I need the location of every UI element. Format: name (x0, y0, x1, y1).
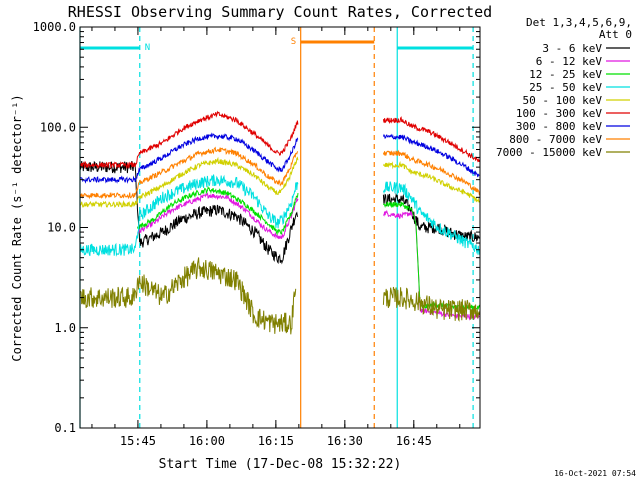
x-tick-label-4: 16:45 (396, 434, 432, 448)
y-tick-label-4: 1000.0 (33, 20, 76, 34)
series-line-5-seg2 (382, 116, 480, 163)
x-tick-label-2: 16:15 (258, 434, 294, 448)
chart-marks: NS (79, 27, 480, 428)
legend-label-6: 300 - 800 keV (516, 120, 602, 133)
y-tick-label-2: 10.0 (47, 221, 76, 235)
series-line-4-seg2 (382, 160, 480, 203)
x-axis-label: Start Time (17-Dec-08 15:32:22) (159, 457, 402, 472)
series-line-3-seg1 (79, 174, 299, 257)
series-line-2-seg1 (137, 185, 299, 236)
series-line-7-seg2 (382, 149, 480, 196)
x-tick-label-1: 16:00 (189, 434, 225, 448)
legend-label-1: 6 - 12 keV (536, 55, 603, 68)
series-line-7-seg1 (79, 146, 299, 200)
legend-header-line-0: Det 1,3,4,5,6,9, (526, 16, 632, 29)
marker-label-S: S (291, 37, 296, 47)
legend-label-7: 800 - 7000 keV (509, 133, 602, 146)
series-line-6-seg2 (382, 133, 480, 178)
series-line-3-seg2 (382, 181, 480, 256)
generation-timestamp: 16-Oct-2021 07:54 (554, 469, 636, 478)
chart-title: RHESSI Observing Summary Count Rates, Co… (68, 3, 492, 21)
series-line-8-seg2 (382, 286, 480, 322)
legend-label-2: 12 - 25 keV (529, 68, 602, 81)
y-tick-label-0: 0.1 (54, 421, 76, 435)
legend-header: Det 1,3,4,5,6,9,Att 0 (526, 16, 632, 41)
marker-label-N: N (145, 43, 150, 53)
legend-label-5: 100 - 300 keV (516, 107, 602, 120)
series-line-4-seg1 (79, 156, 299, 208)
legend-label-3: 25 - 50 keV (529, 81, 602, 94)
series-line-1-seg1 (137, 192, 299, 240)
y-axis-label: Corrected Count Rate (s⁻¹ detector⁻¹) (10, 94, 24, 361)
x-tick-label-0: 15:45 (120, 434, 156, 448)
y-tick-label-3: 100.0 (40, 120, 76, 134)
legend-label-0: 3 - 6 keV (542, 42, 602, 55)
series-line-6-seg1 (79, 132, 299, 184)
chart-axes: 0.1 1.0 10.0 100.0 1000.0 15:45 16:00 16:15 16:3… (33, 20, 481, 448)
legend-label-8: 7000 - 15000 keV (496, 146, 602, 159)
legend-label-4: 50 - 100 keV (523, 94, 603, 107)
y-tick-label-1: 1.0 (54, 321, 76, 335)
series-line-0-seg1 (79, 160, 299, 265)
legend-header-line-1: Att 0 (599, 28, 632, 41)
series-line-5-seg1 (79, 110, 299, 170)
x-tick-label-3: 16:30 (327, 434, 363, 448)
series-line-8-seg1 (79, 257, 297, 335)
